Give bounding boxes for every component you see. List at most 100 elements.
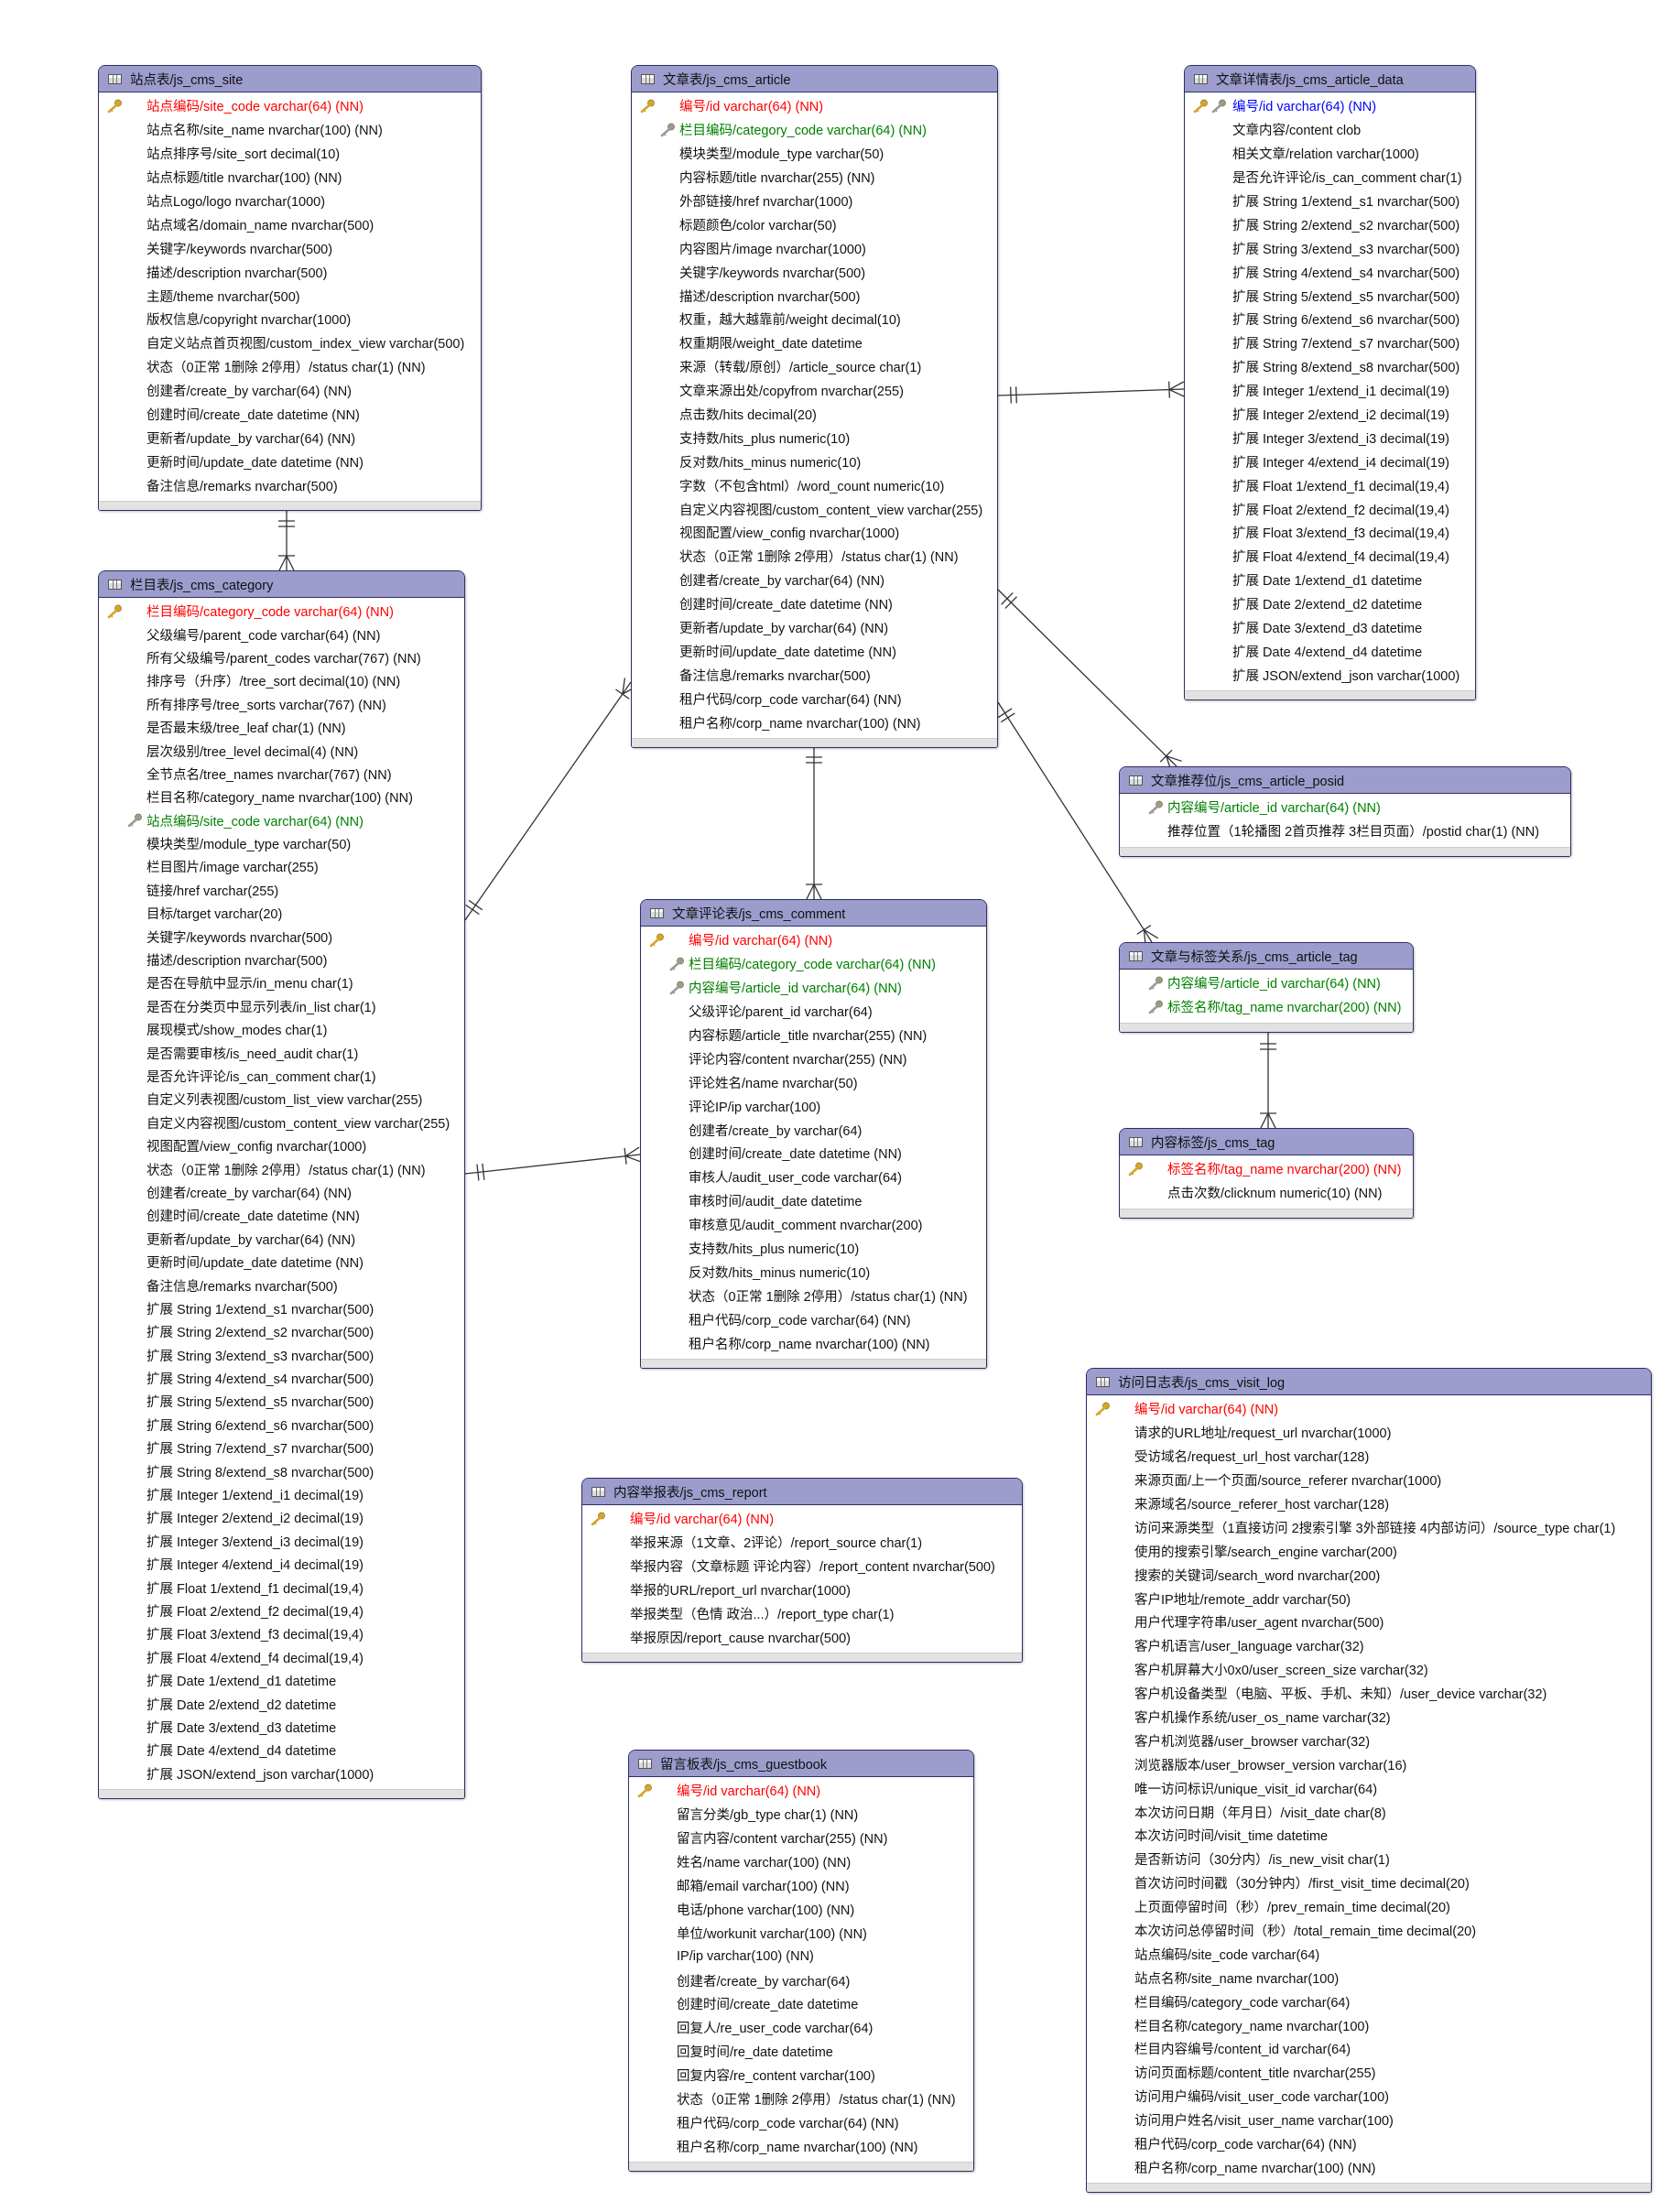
column-row[interactable]: 扩展 String 3/extend_s3 nvarchar(500) [1185, 236, 1475, 260]
column-row[interactable]: 字数（不包含html）/word_count numeric(10) [632, 473, 997, 497]
column-row[interactable]: 是否最末级/tree_leaf char(1) (NN) [99, 716, 464, 739]
column-row[interactable]: 点击数/hits decimal(20) [632, 403, 997, 427]
column-row[interactable]: 模块类型/module_type varchar(50) [632, 142, 997, 166]
column-row[interactable]: 描述/description nvarchar(500) [99, 260, 481, 284]
column-row[interactable]: 电话/phone varchar(100) (NN) [629, 1897, 973, 1921]
column-row[interactable]: 外部链接/href nvarchar(1000) [632, 190, 997, 213]
column-row[interactable]: 留言分类/gb_type char(1) (NN) [629, 1803, 973, 1827]
column-row[interactable]: 编号/id varchar(64) (NN) [641, 928, 986, 952]
column-row[interactable]: 扩展 Date 1/extend_d1 datetime [99, 1669, 464, 1692]
column-row[interactable]: 栏目编码/category_code varchar(64) (NN) [99, 600, 464, 623]
column-row[interactable]: 租户代码/corp_code varchar(64) (NN) [641, 1307, 986, 1331]
column-row[interactable]: 搜索的关键词/search_word nvarchar(200) [1087, 1563, 1651, 1587]
column-row[interactable]: 唯一访问标识/unique_visit_id varchar(64) [1087, 1776, 1651, 1800]
column-row[interactable]: 编号/id varchar(64) (NN) [1185, 94, 1475, 118]
column-row[interactable]: 浏览器版本/user_browser_version varchar(16) [1087, 1752, 1651, 1776]
column-row[interactable]: 更新者/update_by varchar(64) (NN) [632, 616, 997, 640]
column-row[interactable]: 文章来源出处/copyfrom nvarchar(255) [632, 379, 997, 403]
column-row[interactable]: 栏目编码/category_code varchar(64) (NN) [641, 952, 986, 976]
column-row[interactable]: 举报来源（1文章、2评论）/report_source char(1) [582, 1531, 1022, 1555]
column-row[interactable]: 站点Logo/logo nvarchar(1000) [99, 190, 481, 213]
column-row[interactable]: 相关文章/relation varchar(1000) [1185, 142, 1475, 166]
column-row[interactable]: 编号/id varchar(64) (NN) [629, 1779, 973, 1803]
column-row[interactable]: 栏目编码/category_code varchar(64) [1087, 1990, 1651, 2013]
column-row[interactable]: 栏目名称/category_name nvarchar(100) [1087, 2013, 1651, 2037]
column-row[interactable]: 访问页面标题/content_title nvarchar(255) [1087, 2061, 1651, 2085]
column-row[interactable]: 创建者/create_by varchar(64) [641, 1118, 986, 1142]
table-header[interactable]: 文章评论表/js_cms_comment [641, 900, 986, 927]
column-row[interactable]: 模块类型/module_type varchar(50) [99, 832, 464, 855]
column-row[interactable]: 单位/workunit varchar(100) (NN) [629, 1921, 973, 1945]
column-row[interactable]: 租户名称/corp_name nvarchar(100) (NN) [641, 1331, 986, 1355]
column-row[interactable]: 扩展 Integer 4/extend_i4 decimal(19) [99, 1553, 464, 1576]
column-row[interactable]: 内容图片/image nvarchar(1000) [632, 236, 997, 260]
column-row[interactable]: 更新者/update_by varchar(64) (NN) [99, 1228, 464, 1251]
column-row[interactable]: 创建时间/create_date datetime [629, 1992, 973, 2016]
column-row[interactable]: 是否允许评论/is_can_comment char(1) [99, 1065, 464, 1088]
column-row[interactable]: 描述/description nvarchar(500) [632, 284, 997, 308]
column-row[interactable]: 编号/id varchar(64) (NN) [582, 1507, 1022, 1531]
table-visit-log[interactable]: 访问日志表/js_cms_visit_log 编号/id varchar(64) … [1086, 1368, 1652, 2194]
column-row[interactable]: 扩展 Date 2/extend_d2 datetime [1185, 592, 1475, 616]
column-row[interactable]: 扩展 String 2/extend_s2 nvarchar(500) [99, 1320, 464, 1343]
column-row[interactable]: 更新时间/update_date datetime (NN) [99, 1251, 464, 1274]
column-row[interactable]: 站点名称/site_name nvarchar(100) (NN) [99, 118, 481, 142]
table-report[interactable]: 内容举报表/js_cms_report 编号/id varchar(64) (NN… [581, 1478, 1023, 1664]
column-row[interactable]: 扩展 Integer 2/extend_i2 decimal(19) [1185, 403, 1475, 427]
column-row[interactable]: 扩展 String 8/extend_s8 nvarchar(500) [1185, 355, 1475, 379]
column-row[interactable]: 层次级别/tree_level decimal(4) (NN) [99, 739, 464, 762]
column-row[interactable]: 权重期限/weight_date datetime [632, 331, 997, 355]
column-row[interactable]: 备注信息/remarks nvarchar(500) [632, 663, 997, 687]
column-row[interactable]: 栏目名称/category_name nvarchar(100) (NN) [99, 786, 464, 808]
column-row[interactable]: 主题/theme nvarchar(500) [99, 284, 481, 308]
column-row[interactable]: 所有排序号/tree_sorts varchar(767) (NN) [99, 693, 464, 716]
column-row[interactable]: 点击次数/clicknum numeric(10) (NN) [1120, 1181, 1413, 1205]
column-row[interactable]: 扩展 Integer 3/extend_i3 decimal(19) [1185, 426, 1475, 450]
column-row[interactable]: 扩展 String 1/extend_s1 nvarchar(500) [1185, 190, 1475, 213]
column-row[interactable]: 栏目内容编号/content_id varchar(64) [1087, 2037, 1651, 2061]
column-row[interactable]: 用户代理字符串/user_agent nvarchar(500) [1087, 1610, 1651, 1634]
column-row[interactable]: 上页面停留时间（秒）/prev_remain_time decimal(20) [1087, 1895, 1651, 1919]
table-article[interactable]: 文章表/js_cms_article 编号/id varchar(64) (NN)… [631, 65, 998, 749]
column-row[interactable]: 扩展 Integer 1/extend_i1 decimal(19) [99, 1483, 464, 1506]
column-row[interactable]: 创建时间/create_date datetime (NN) [632, 592, 997, 616]
column-row[interactable]: 站点编码/site_code varchar(64) (NN) [99, 809, 464, 832]
column-row[interactable]: 内容编号/article_id varchar(64) (NN) [1120, 971, 1413, 995]
column-row[interactable]: 创建时间/create_date datetime (NN) [99, 403, 481, 427]
column-row[interactable]: 扩展 String 6/extend_s6 nvarchar(500) [1185, 308, 1475, 331]
column-row[interactable]: 自定义内容视图/custom_content_view varchar(255) [632, 497, 997, 521]
column-row[interactable]: 扩展 JSON/extend_json varchar(1000) [1185, 663, 1475, 687]
column-row[interactable]: 标签名称/tag_name nvarchar(200) (NN) [1120, 995, 1413, 1019]
column-row[interactable]: 客户机浏览器/user_browser varchar(32) [1087, 1729, 1651, 1752]
column-row[interactable]: 备注信息/remarks nvarchar(500) [99, 1274, 464, 1296]
column-row[interactable]: 更新时间/update_date datetime (NN) [632, 639, 997, 663]
column-row[interactable]: 链接/href varchar(255) [99, 879, 464, 902]
column-row[interactable]: 支持数/hits_plus numeric(10) [641, 1237, 986, 1261]
column-row[interactable]: 本次访问总停留时间（秒）/total_remain_time decimal(2… [1087, 1919, 1651, 1943]
table-article-tag[interactable]: 文章与标签关系/js_cms_article_tag 内容编号/article_i… [1119, 942, 1414, 1033]
column-row[interactable]: 回复内容/re_content varchar(100) [629, 2064, 973, 2087]
column-row[interactable]: 更新者/update_by varchar(64) (NN) [99, 426, 481, 450]
column-row[interactable]: 扩展 String 7/extend_s7 nvarchar(500) [1185, 331, 1475, 355]
column-row[interactable]: 扩展 String 5/extend_s5 nvarchar(500) [99, 1390, 464, 1413]
column-row[interactable]: 站点名称/site_name nvarchar(100) [1087, 1966, 1651, 1990]
column-row[interactable]: 租户代码/corp_code varchar(64) (NN) [1087, 2132, 1651, 2156]
column-row[interactable]: 栏目图片/image varchar(255) [99, 855, 464, 878]
table-header[interactable]: 栏目表/js_cms_category [99, 571, 464, 598]
column-row[interactable]: 标签名称/tag_name nvarchar(200) (NN) [1120, 1157, 1413, 1181]
table-category[interactable]: 栏目表/js_cms_category 栏目编码/category_code va… [98, 570, 465, 1799]
column-row[interactable]: 首次访问时间戳（30分钟内）/first_visit_time decimal(… [1087, 1871, 1651, 1895]
table-header[interactable]: 访问日志表/js_cms_visit_log [1087, 1369, 1651, 1395]
column-row[interactable]: 扩展 Date 1/extend_d1 datetime [1185, 569, 1475, 592]
column-row[interactable]: 扩展 Integer 2/extend_i2 decimal(19) [99, 1506, 464, 1529]
column-row[interactable]: 扩展 Float 2/extend_f2 decimal(19,4) [1185, 497, 1475, 521]
column-row[interactable]: 展现模式/show_modes char(1) [99, 1018, 464, 1041]
column-row[interactable]: 客户IP地址/remote_addr varchar(50) [1087, 1587, 1651, 1610]
column-row[interactable]: 编号/id varchar(64) (NN) [632, 94, 997, 118]
column-row[interactable]: 租户名称/corp_name nvarchar(100) (NN) [1087, 2156, 1651, 2180]
column-row[interactable]: 扩展 Float 1/extend_f1 decimal(19,4) [99, 1576, 464, 1599]
column-row[interactable]: 目标/target varchar(20) [99, 902, 464, 925]
column-row[interactable]: 父级评论/parent_id varchar(64) [641, 1000, 986, 1024]
column-row[interactable]: 关键字/keywords nvarchar(500) [99, 236, 481, 260]
table-header[interactable]: 内容标签/js_cms_tag [1120, 1129, 1413, 1155]
